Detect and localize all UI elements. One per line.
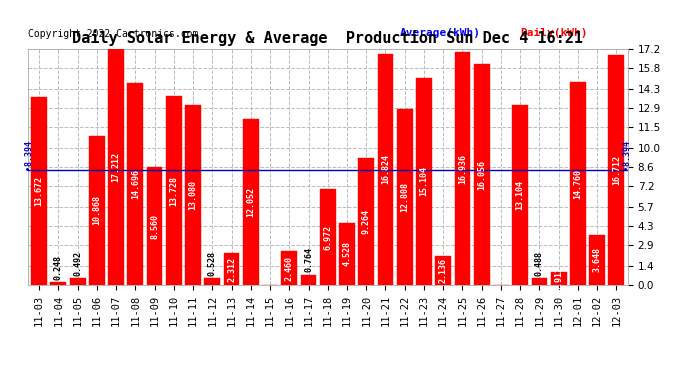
Bar (397, 109, 413, 285)
Bar (301, 274, 317, 285)
Text: 0.528: 0.528 (208, 251, 217, 276)
Text: 0.488: 0.488 (535, 251, 544, 276)
Text: 10.868: 10.868 (92, 195, 101, 225)
Bar (282, 251, 297, 285)
Text: 13.728: 13.728 (169, 176, 178, 206)
Text: 2.136: 2.136 (439, 258, 448, 283)
Bar (339, 223, 355, 285)
Bar (377, 54, 393, 285)
Text: 16.824: 16.824 (381, 154, 390, 184)
Text: 6.972: 6.972 (323, 225, 333, 250)
Bar (224, 253, 239, 285)
Bar (243, 120, 259, 285)
Bar (108, 49, 124, 285)
Text: 16.936: 16.936 (458, 154, 467, 184)
Text: 12.052: 12.052 (246, 187, 255, 217)
Bar (320, 189, 335, 285)
Bar (128, 83, 144, 285)
Bar (185, 105, 201, 285)
Bar (435, 256, 451, 285)
Text: Average(kWh): Average(kWh) (400, 28, 481, 38)
Text: 0.912: 0.912 (554, 266, 563, 291)
Text: 3.648: 3.648 (593, 248, 602, 273)
Bar (512, 105, 528, 285)
Bar (474, 64, 490, 285)
Bar (358, 158, 374, 285)
Text: 8.560: 8.560 (150, 214, 159, 239)
Bar (570, 82, 586, 285)
Text: Copyright 2022 Cartronics.com: Copyright 2022 Cartronics.com (28, 29, 198, 39)
Bar (50, 282, 66, 285)
Text: 4.528: 4.528 (342, 242, 351, 266)
Text: Daily(kWh): Daily(kWh) (520, 28, 587, 38)
Bar (589, 235, 605, 285)
Text: 12.808: 12.808 (400, 182, 409, 212)
Bar (70, 278, 86, 285)
Bar (531, 278, 547, 285)
Text: •8.394: •8.394 (622, 140, 631, 170)
Text: 9.264: 9.264 (362, 209, 371, 234)
Text: 13.672: 13.672 (34, 176, 43, 206)
Bar (551, 273, 566, 285)
Text: 0.492: 0.492 (73, 251, 82, 276)
Text: 14.696: 14.696 (131, 169, 140, 199)
Title: Daily Solar Energy & Average  Production Sun Dec 4 16:21: Daily Solar Energy & Average Production … (72, 30, 583, 46)
Bar (204, 278, 220, 285)
Bar (31, 97, 47, 285)
Text: 13.104: 13.104 (515, 180, 524, 210)
Text: 13.080: 13.080 (188, 180, 197, 210)
Text: 2.312: 2.312 (227, 256, 236, 282)
Text: 0.248: 0.248 (54, 255, 63, 279)
Text: 16.712: 16.712 (612, 155, 621, 185)
Text: 2.460: 2.460 (285, 256, 294, 280)
Bar (416, 78, 432, 285)
Text: 0.764: 0.764 (304, 248, 313, 273)
Text: 14.760: 14.760 (573, 169, 582, 199)
Text: 16.056: 16.056 (477, 160, 486, 190)
Bar (89, 136, 105, 285)
Bar (166, 96, 181, 285)
Text: 15.104: 15.104 (420, 166, 428, 196)
Bar (455, 53, 471, 285)
Bar (609, 56, 624, 285)
Text: 17.212: 17.212 (112, 152, 121, 182)
Text: •8.394: •8.394 (24, 140, 33, 170)
Bar (147, 167, 162, 285)
